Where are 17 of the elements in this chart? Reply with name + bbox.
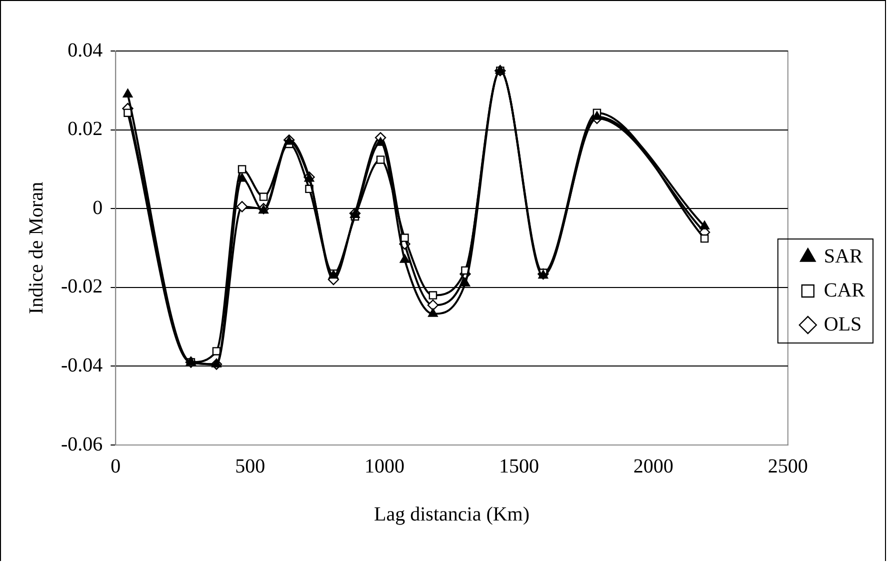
y-tick-label: 0.04	[68, 39, 103, 62]
x-tick-label: 2000	[633, 455, 674, 478]
legend-label: SAR	[824, 245, 864, 268]
legend-label: OLS	[824, 313, 862, 336]
y-tick-label: -0.06	[60, 433, 103, 456]
y-tick-label: -0.04	[60, 354, 103, 376]
y-tick-label: 0.02	[68, 118, 103, 140]
legend-label: CAR	[824, 279, 866, 302]
x-tick-label: 1000	[364, 455, 405, 478]
x-axis-title: Lag distancia (Km)	[374, 503, 530, 526]
x-tick-label: 1500	[498, 455, 539, 478]
y-tick-label: 0	[92, 196, 103, 219]
x-tick-label: 0	[110, 455, 121, 478]
y-axis-title: Indice de Moran	[25, 182, 48, 314]
y-tick-label: -0.02	[60, 276, 103, 298]
x-tick-label: 2500	[768, 455, 808, 478]
x-tick-label: 500	[235, 455, 266, 478]
